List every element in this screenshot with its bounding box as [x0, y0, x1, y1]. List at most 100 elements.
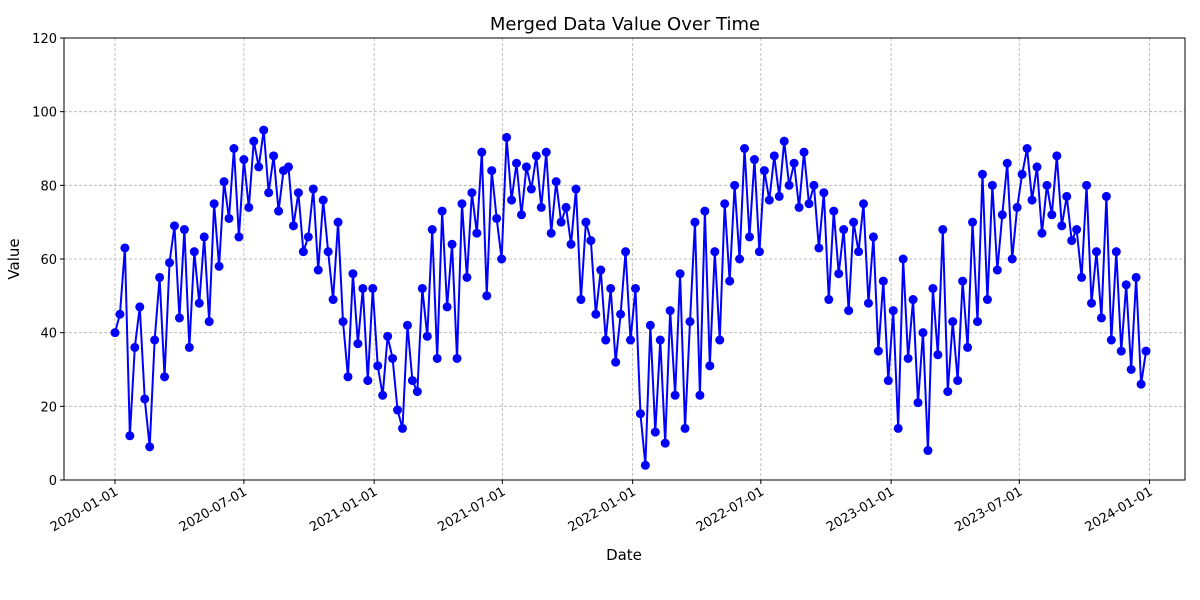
- data-point: [155, 272, 165, 282]
- data-point: [621, 247, 631, 257]
- data-point: [1111, 247, 1121, 257]
- data-point: [1087, 298, 1097, 308]
- data-point: [516, 210, 526, 220]
- data-point: [715, 335, 725, 345]
- data-point: [586, 236, 596, 246]
- data-point: [442, 302, 452, 312]
- data-point: [492, 213, 502, 223]
- data-point: [730, 180, 740, 190]
- data-point: [348, 269, 358, 279]
- data-point: [422, 331, 432, 341]
- data-point: [784, 180, 794, 190]
- data-point: [165, 258, 175, 268]
- data-point: [948, 317, 958, 327]
- data-point: [1091, 247, 1101, 257]
- data-point: [963, 342, 973, 352]
- data-point: [378, 390, 388, 400]
- data-point: [1126, 365, 1136, 374]
- data-point: [655, 335, 665, 345]
- data-point: [720, 199, 730, 209]
- data-point: [938, 225, 948, 235]
- x-tick-label: 2021-07-01: [435, 484, 508, 535]
- data-point: [968, 217, 978, 227]
- data-point: [293, 188, 303, 198]
- data-point: [854, 247, 864, 257]
- data-point: [774, 191, 784, 201]
- data-point: [829, 206, 839, 216]
- data-point: [660, 438, 670, 448]
- data-point: [269, 151, 279, 161]
- data-point: [903, 353, 913, 363]
- x-tick-label: 2021-01-01: [307, 484, 380, 535]
- data-point: [482, 291, 492, 301]
- data-point: [1136, 379, 1146, 389]
- data-point: [645, 320, 655, 330]
- data-point: [150, 335, 160, 345]
- data-point: [928, 283, 938, 293]
- data-point: [675, 269, 685, 279]
- data-point: [125, 431, 135, 441]
- data-point: [298, 247, 308, 257]
- data-point: [630, 283, 640, 293]
- data-point: [249, 136, 259, 146]
- data-point: [512, 158, 522, 168]
- data-point: [214, 261, 224, 271]
- data-point: [303, 232, 313, 242]
- data-point: [169, 221, 179, 231]
- data-point: [893, 423, 903, 433]
- data-point: [417, 283, 427, 293]
- y-tick-label: 40: [40, 327, 57, 342]
- data-point: [670, 390, 680, 400]
- data-point: [308, 184, 318, 194]
- data-point: [402, 320, 412, 330]
- data-point: [526, 184, 536, 194]
- y-tick-label: 20: [40, 400, 57, 415]
- data-point: [1141, 346, 1151, 356]
- data-point: [1121, 280, 1131, 290]
- data-point: [219, 177, 229, 187]
- data-point: [635, 409, 645, 419]
- data-point: [497, 254, 507, 264]
- data-point: [556, 217, 566, 227]
- data-point: [541, 147, 551, 157]
- data-point: [591, 309, 601, 319]
- data-point: [338, 317, 348, 327]
- data-point: [145, 442, 155, 452]
- data-point: [973, 317, 983, 327]
- data-point: [581, 217, 591, 227]
- data-point: [626, 335, 636, 345]
- data-point: [571, 184, 581, 194]
- data-point: [898, 254, 908, 264]
- data-point: [601, 335, 611, 345]
- data-point: [184, 342, 194, 352]
- data-point: [393, 405, 403, 415]
- data-point: [576, 295, 586, 305]
- data-point: [1002, 158, 1012, 168]
- data-point: [913, 398, 923, 408]
- data-point: [650, 427, 660, 437]
- data-point: [333, 217, 343, 227]
- data-point: [819, 188, 829, 198]
- data-point: [977, 169, 987, 179]
- data-point: [363, 376, 373, 386]
- data-point: [531, 151, 541, 161]
- data-point: [239, 155, 249, 165]
- data-point: [606, 283, 616, 293]
- data-point: [883, 376, 893, 386]
- data-point: [1057, 221, 1067, 231]
- data-point: [705, 361, 715, 371]
- data-point: [313, 265, 323, 275]
- data-point: [204, 317, 214, 327]
- x-axis-label: Date: [606, 546, 642, 564]
- data-point: [229, 144, 239, 153]
- data-point: [680, 423, 690, 433]
- data-point: [987, 180, 997, 190]
- x-tick-label: 2022-01-01: [566, 484, 639, 535]
- data-point: [477, 147, 487, 157]
- data-point: [130, 342, 140, 352]
- data-point: [1042, 180, 1052, 190]
- data-point: [1106, 335, 1116, 345]
- data-point: [923, 446, 933, 456]
- data-point: [467, 188, 477, 198]
